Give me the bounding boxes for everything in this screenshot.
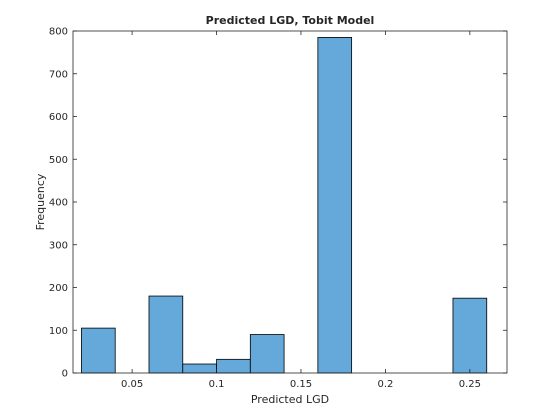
histogram-bar xyxy=(182,363,217,374)
y-axis-ticks: 0 100 200 300 400 500 600 700 800 xyxy=(49,27,507,380)
y-axis-label: Frequency xyxy=(34,173,47,230)
chart-title: Predicted LGD, Tobit Model xyxy=(206,14,375,27)
histogram-bar xyxy=(317,37,353,374)
bars-group xyxy=(81,37,488,374)
x-tick-label: 0.05 xyxy=(121,379,143,390)
y-tick-label: 600 xyxy=(49,112,68,123)
x-axis-ticks: 0.05 0.1 0.15 0.2 0.25 xyxy=(121,31,481,390)
y-tick-label: 500 xyxy=(49,155,68,166)
x-tick-label: 0.15 xyxy=(290,379,312,390)
axes-background xyxy=(73,31,507,373)
histogram-bar xyxy=(452,297,488,374)
y-tick-label: 200 xyxy=(49,283,68,294)
histogram-bar xyxy=(81,327,116,374)
histogram-bar xyxy=(249,334,285,374)
y-tick-label: 800 xyxy=(49,27,68,38)
x-tick-label: 0.1 xyxy=(209,379,225,390)
histogram-bar xyxy=(216,358,251,374)
x-tick-label: 0.25 xyxy=(459,379,481,390)
x-axis-label: Predicted LGD xyxy=(251,393,329,406)
y-tick-label: 0 xyxy=(62,369,68,380)
y-tick-label: 700 xyxy=(49,69,68,80)
y-tick-label: 100 xyxy=(49,326,68,337)
y-tick-label: 400 xyxy=(49,198,68,209)
y-tick-label: 300 xyxy=(49,240,68,251)
x-tick-label: 0.2 xyxy=(377,379,393,390)
histogram-bar xyxy=(148,295,184,374)
